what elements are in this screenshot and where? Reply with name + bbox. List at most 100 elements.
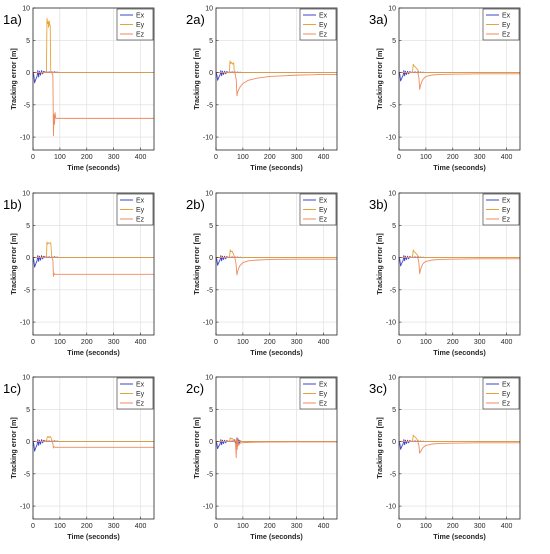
chart-svg-3b: 0 100 200 300 400 -10 -5 0 5 10 Time (seconds) Trac… — [369, 191, 521, 357]
legend-label-ey: Ey — [502, 391, 511, 398]
x-tick-label: 300 — [474, 154, 486, 161]
y-tick-label: -5 — [390, 287, 396, 294]
chart-panel-1a: 0 100 200 300 400 -10 -5 0 5 10 Time (seconds) Trac… — [0, 0, 183, 180]
legend-label-ex: Ex — [502, 198, 511, 205]
legend: Ex Ey Ez — [116, 8, 154, 41]
series-line-ez — [216, 257, 337, 276]
y-tick-label: 10 — [22, 375, 30, 382]
x-tick-label: 100 — [54, 523, 66, 530]
x-tick-label: 400 — [135, 339, 147, 346]
x-axis-label: Time (seconds) — [250, 532, 303, 541]
panel-label: 2c) — [186, 381, 204, 396]
legend: Ex Ey Ez — [299, 377, 337, 410]
x-tick-label: 400 — [318, 523, 330, 530]
y-tick-label: -10 — [203, 135, 213, 142]
axes-box — [398, 7, 521, 151]
x-tick-label: 400 — [318, 339, 330, 346]
x-tick-label: 100 — [237, 523, 249, 530]
y-tick-label: 0 — [392, 70, 396, 77]
panel-label: 3a) — [369, 12, 388, 27]
x-axis-label: Time (seconds) — [250, 163, 303, 172]
y-tick-label: 0 — [209, 255, 213, 262]
x-axis-label: Time (seconds) — [67, 163, 120, 172]
x-tick-label: 0 — [397, 523, 401, 530]
y-tick-label: 0 — [392, 255, 396, 262]
panel-label: 1c) — [3, 381, 21, 396]
x-tick-label: 0 — [31, 523, 35, 530]
y-axis-label: Tracking error [m] — [192, 233, 201, 295]
legend: Ex Ey Ez — [299, 193, 337, 226]
y-tick-label: -10 — [386, 320, 396, 327]
x-tick-label: 0 — [214, 339, 218, 346]
legend: Ex Ey Ez — [482, 377, 520, 410]
series-line-ez — [216, 72, 337, 97]
series-line-ez — [216, 437, 337, 459]
x-tick-label: 200 — [264, 523, 276, 530]
legend-label-ex: Ex — [502, 13, 511, 20]
y-tick-label: 10 — [22, 6, 30, 13]
legend-label-ex: Ex — [502, 382, 511, 389]
y-axis-label: Tracking error [m] — [9, 233, 18, 295]
panel-label: 3b) — [369, 197, 388, 212]
x-tick-label: 300 — [474, 523, 486, 530]
legend-label-ex: Ex — [319, 198, 328, 205]
y-tick-label: -10 — [20, 320, 30, 327]
y-axis-label: Tracking error [m] — [192, 417, 201, 479]
x-tick-label: 200 — [81, 339, 93, 346]
x-tick-label: 100 — [420, 523, 432, 530]
legend-label-ex: Ex — [136, 13, 145, 20]
y-tick-label: -10 — [203, 504, 213, 511]
y-tick-label: -5 — [207, 287, 213, 294]
x-tick-label: 200 — [81, 523, 93, 530]
y-tick-label: -10 — [20, 135, 30, 142]
chart-svg-2b: 0 100 200 300 400 -10 -5 0 5 10 Time (seconds) Trac… — [186, 191, 338, 357]
x-tick-label: 300 — [108, 154, 120, 161]
chart-panel-2b: 0 100 200 300 400 -10 -5 0 5 10 Time (seconds) Trac… — [183, 185, 366, 365]
chart-svg-1c: 0 100 200 300 400 -10 -5 0 5 10 Time (seconds) Trac… — [3, 375, 155, 541]
legend-label-ez: Ez — [136, 32, 145, 39]
series-line-ez — [33, 72, 154, 137]
y-tick-label: -5 — [207, 471, 213, 478]
chart-panel-2a: 0 100 200 300 400 -10 -5 0 5 10 Time (seconds) Trac… — [183, 0, 366, 180]
x-tick-label: 200 — [447, 339, 459, 346]
x-tick-label: 300 — [108, 339, 120, 346]
axes-box — [215, 376, 338, 520]
x-tick-label: 300 — [474, 339, 486, 346]
legend-label-ez: Ez — [502, 32, 511, 39]
x-tick-label: 400 — [501, 154, 513, 161]
y-tick-label: 5 — [26, 223, 30, 230]
panel-label: 1b) — [3, 197, 22, 212]
y-tick-label: 5 — [209, 407, 213, 414]
x-tick-label: 200 — [264, 154, 276, 161]
axes-box — [32, 192, 155, 336]
y-tick-label: 10 — [205, 191, 213, 198]
x-tick-label: 0 — [397, 154, 401, 161]
y-tick-label: -10 — [386, 504, 396, 511]
chart-svg-1a: 0 100 200 300 400 -10 -5 0 5 10 Time (seconds) Trac… — [3, 6, 155, 172]
chart-panel-2c: 0 100 200 300 400 -10 -5 0 5 10 Time (seconds) Trac… — [183, 369, 366, 549]
x-tick-label: 300 — [291, 339, 303, 346]
y-tick-label: 5 — [209, 223, 213, 230]
y-axis-label: Tracking error [m] — [375, 233, 384, 295]
y-axis-label: Tracking error [m] — [9, 48, 18, 110]
x-tick-label: 400 — [318, 154, 330, 161]
y-tick-label: -5 — [24, 287, 30, 294]
legend-label-ey: Ey — [136, 207, 145, 214]
legend-label-ey: Ey — [136, 22, 145, 29]
y-tick-label: 10 — [205, 6, 213, 13]
legend: Ex Ey Ez — [116, 193, 154, 226]
legend-label-ez: Ez — [319, 217, 328, 224]
x-tick-label: 100 — [420, 339, 432, 346]
legend-label-ey: Ey — [502, 22, 511, 29]
legend-label-ex: Ex — [136, 382, 145, 389]
y-tick-label: -10 — [203, 320, 213, 327]
y-tick-label: 0 — [209, 70, 213, 77]
x-axis-label: Time (seconds) — [67, 532, 120, 541]
series-line-ez — [399, 441, 520, 454]
x-tick-label: 200 — [81, 154, 93, 161]
y-tick-label: 0 — [26, 255, 30, 262]
x-tick-label: 100 — [420, 154, 432, 161]
chart-svg-1b: 0 100 200 300 400 -10 -5 0 5 10 Time (seconds) Trac… — [3, 191, 155, 357]
legend-label-ez: Ez — [319, 401, 328, 408]
y-axis-label: Tracking error [m] — [9, 417, 18, 479]
